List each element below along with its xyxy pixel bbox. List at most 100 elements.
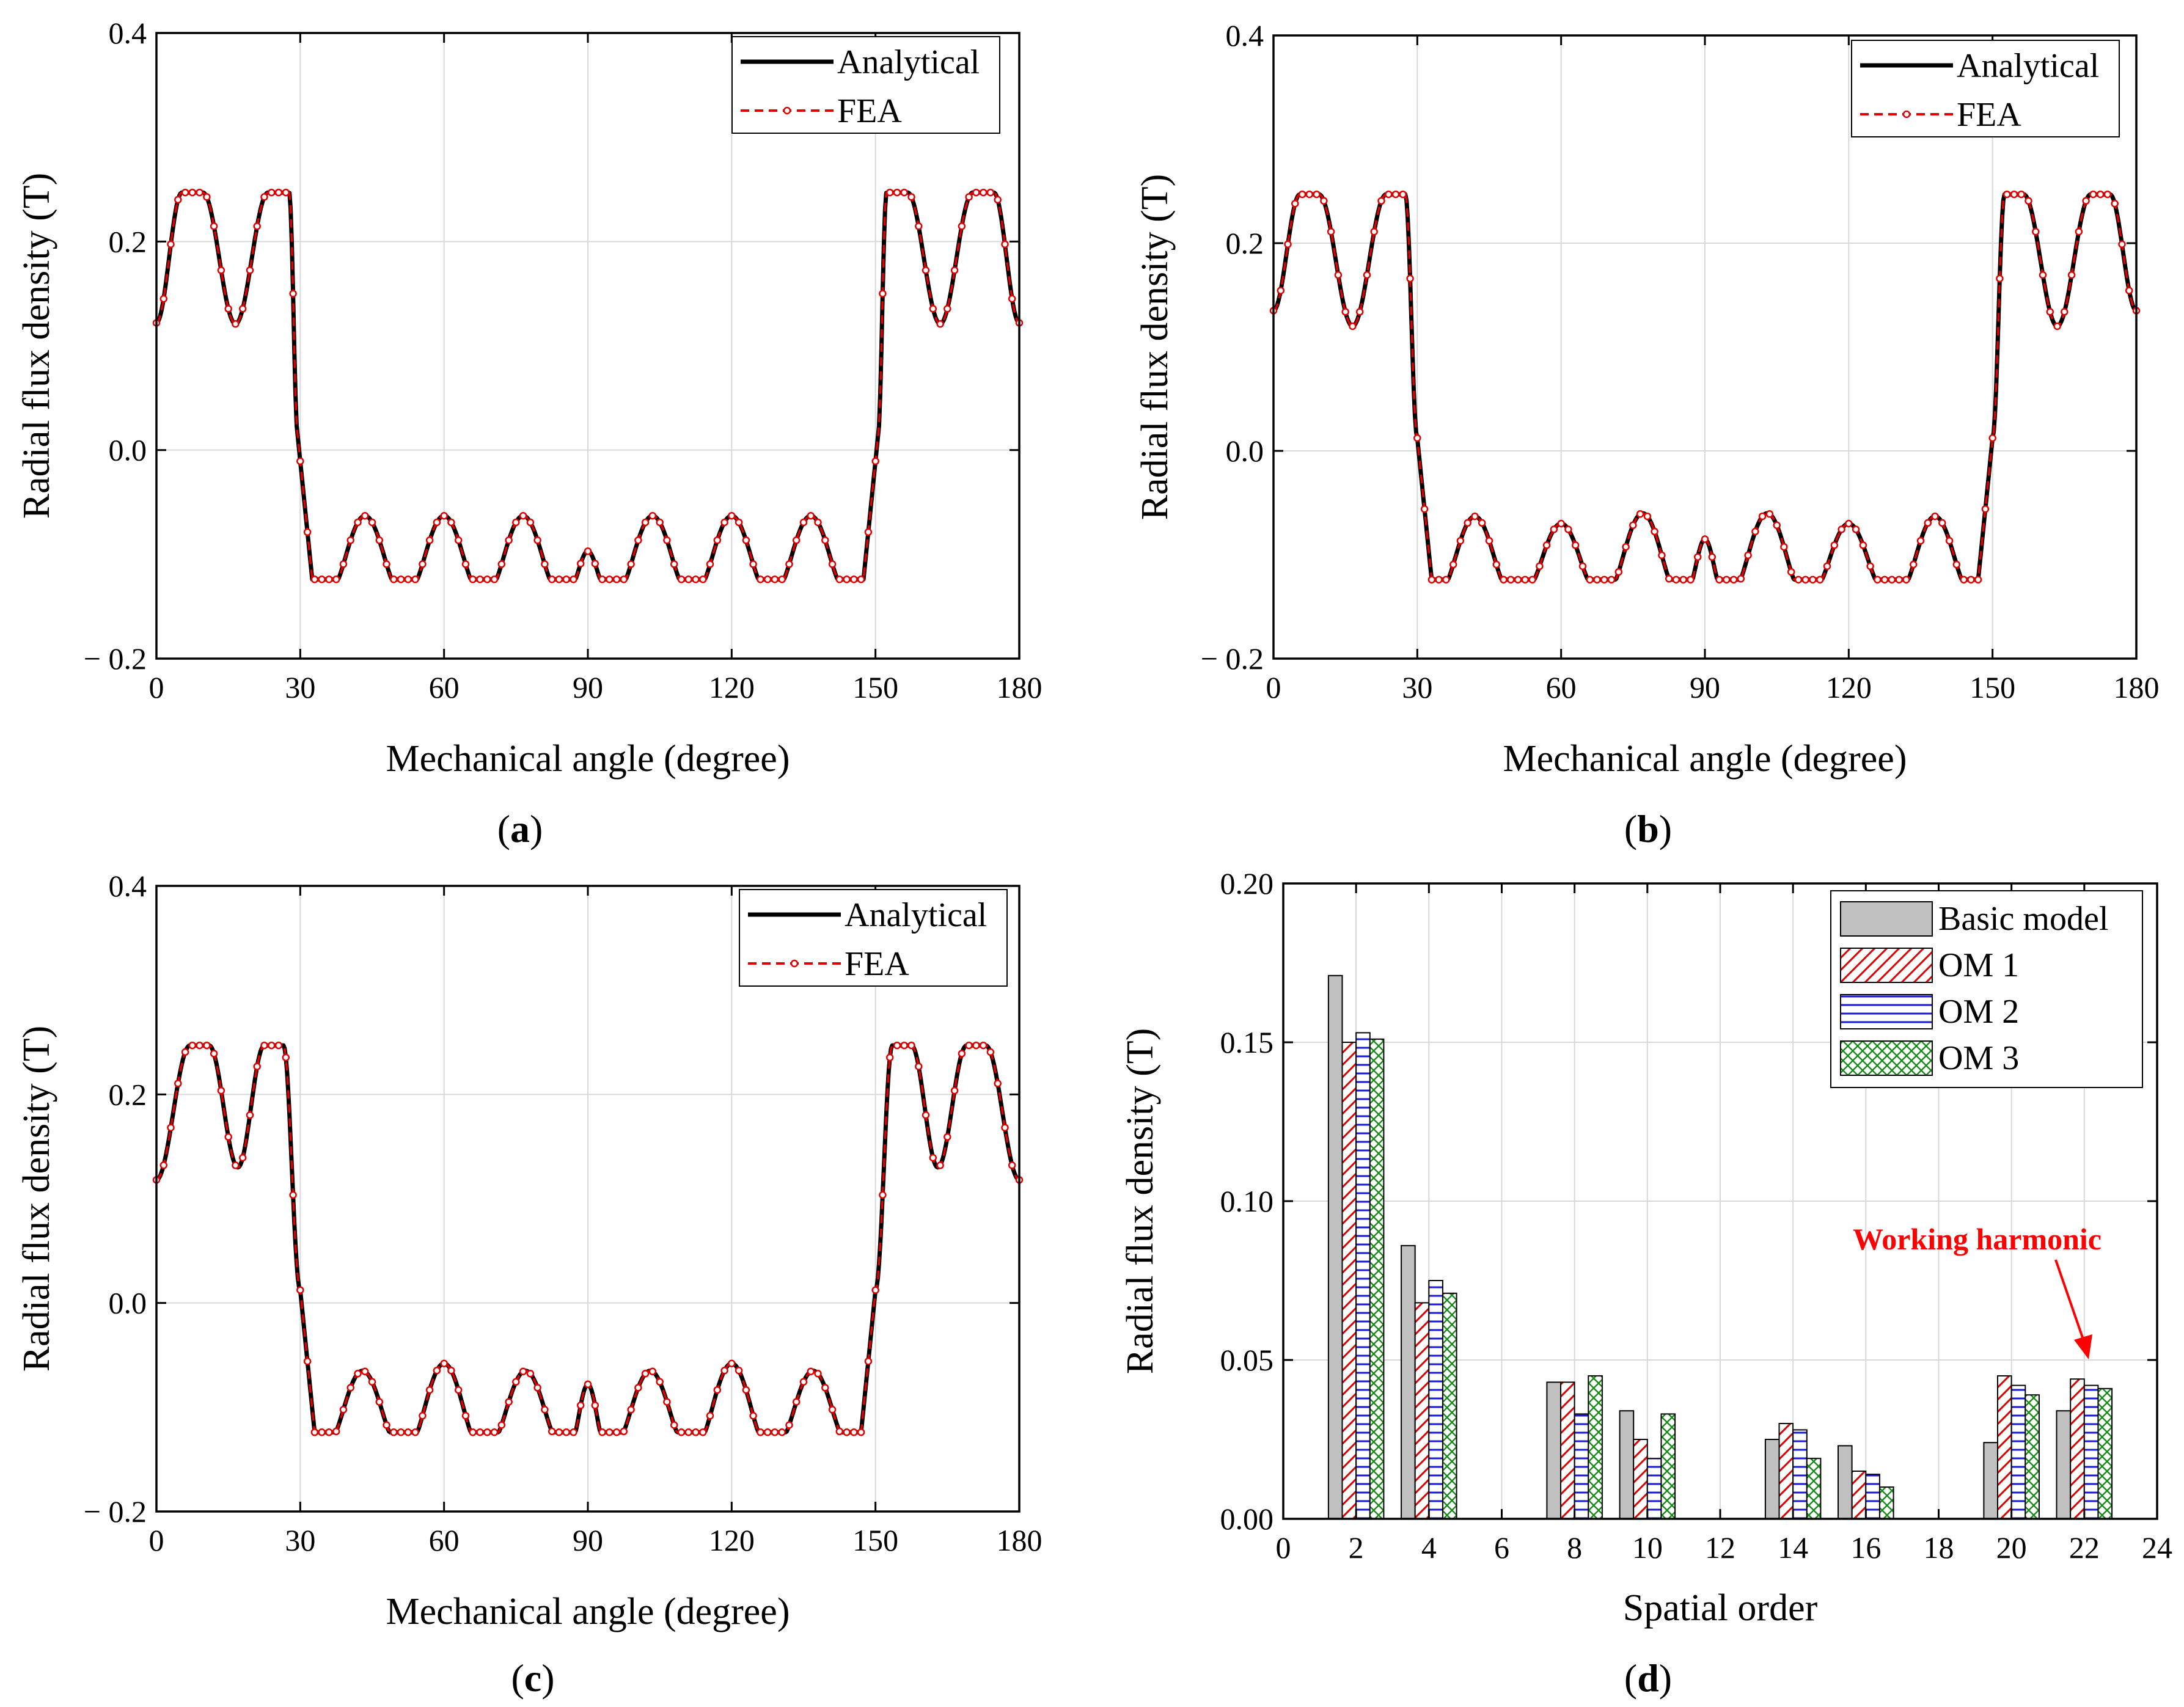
fea-marker — [879, 1191, 887, 1199]
fea-marker — [512, 1378, 520, 1386]
y-tick-label: 0.15 — [1220, 1025, 1274, 1059]
fea-marker — [785, 560, 793, 568]
fea-marker — [2082, 197, 2090, 205]
ticks-b: 0 30 60 90 120 150 180 − 0.2 0.0 0.2 0.4 — [1201, 18, 2160, 704]
legend-label-om1: OM 1 — [1938, 946, 2019, 984]
fea-marker — [318, 576, 326, 583]
legend-d: Basic model OM 1 OM 2 OM 3 — [1830, 890, 2143, 1088]
fea-marker — [1687, 576, 1695, 584]
fea-marker — [174, 196, 182, 204]
fea-marker — [742, 1386, 750, 1394]
fea-marker — [850, 1428, 858, 1436]
fea-marker — [634, 536, 642, 544]
fea-marker — [950, 266, 959, 274]
fea-marker — [684, 576, 692, 583]
fea-marker — [1708, 553, 1717, 561]
fea-marker — [469, 576, 477, 583]
bar-om2 — [2083, 1384, 2099, 1520]
fea-marker — [440, 1359, 448, 1367]
fea-marker — [900, 1041, 908, 1050]
fea-marker — [778, 576, 786, 583]
fea-marker — [958, 222, 966, 230]
fea-marker — [1442, 576, 1450, 584]
fea-marker — [203, 193, 211, 201]
fea-marker — [771, 1428, 779, 1436]
fea-marker — [1593, 576, 1601, 584]
fea-marker — [2096, 190, 2105, 199]
fea-marker — [282, 188, 290, 197]
fea-marker — [274, 1041, 283, 1050]
fea-marker — [268, 188, 276, 197]
x-tick-label: 0 — [149, 1523, 164, 1557]
y-axis-title-b: Radial flux density (T) — [1134, 174, 1176, 520]
fea-marker — [871, 1286, 879, 1294]
bar-om2 — [1792, 1429, 1808, 1519]
fea-marker — [735, 1367, 743, 1375]
fea-marker — [2053, 322, 2061, 331]
fea-marker — [346, 536, 354, 544]
ticks-c: 0 30 60 90 120 150 180 − 0.2 0.0 0.2 0.4 — [84, 869, 1043, 1557]
fea-marker — [1614, 568, 1623, 576]
fea-marker — [929, 305, 937, 313]
y-tick-label: − 0.2 — [84, 641, 147, 676]
fea-marker — [512, 518, 520, 527]
fea-marker — [505, 1398, 513, 1406]
fea-marker — [1564, 525, 1572, 533]
fea-marker — [461, 560, 470, 568]
bar-om2 — [1355, 1032, 1371, 1519]
fea-marker — [606, 576, 614, 583]
x-tick-label: 60 — [1546, 670, 1577, 704]
fea-marker — [1355, 308, 1364, 316]
fea-marker — [1456, 536, 1465, 545]
fea-marker — [217, 1086, 225, 1095]
panel-b: 0 30 60 90 120 150 180 − 0.2 0.0 0.2 0.4 Mechanica… — [1134, 18, 2160, 850]
bar-basic-model — [1983, 1442, 1998, 1519]
fea-marker — [1377, 197, 1385, 205]
fea-marker — [1478, 519, 1486, 527]
fea-marker — [785, 1421, 793, 1429]
caption-a: (a) — [497, 807, 543, 850]
legend-box-c — [739, 889, 1008, 987]
x-axis-title-d: Spatial order — [1623, 1587, 1818, 1629]
fea-marker — [2039, 271, 2047, 279]
fea-marker — [720, 518, 728, 527]
fea-marker — [238, 1153, 247, 1162]
fea-marker — [526, 1370, 535, 1378]
fea-marker — [253, 1062, 261, 1070]
bar-om3 — [1442, 1292, 1457, 1520]
legend-a: Analytical FEA — [731, 36, 1000, 134]
fea-marker — [1636, 510, 1644, 518]
bar-om3 — [1588, 1375, 1603, 1519]
fea-marker — [368, 1378, 376, 1386]
fea-marker — [648, 1367, 657, 1376]
fea-marker — [706, 1412, 714, 1420]
caption-c-letter: c — [524, 1656, 541, 1700]
fea-marker — [361, 511, 369, 520]
bar-om3 — [2097, 1387, 2113, 1520]
fea-marker — [404, 1428, 412, 1436]
x-tick-label: 90 — [573, 670, 603, 704]
legend-swatch-om1 — [1840, 948, 1933, 983]
legend-swatch-basic — [1840, 901, 1933, 937]
fea-marker — [1284, 240, 1292, 249]
fea-marker — [447, 1367, 455, 1375]
fea-marker — [167, 240, 175, 249]
fea-marker — [864, 528, 873, 536]
fea-marker — [627, 560, 635, 568]
fea-marker — [541, 1406, 549, 1414]
x-tick-label: 24 — [2142, 1530, 2172, 1565]
fea-marker — [994, 1080, 1002, 1087]
caption-b-open: ( — [1624, 807, 1637, 850]
fea-marker — [720, 1367, 728, 1375]
fea-marker — [2118, 240, 2126, 249]
fea-marker — [476, 1428, 484, 1436]
fea-marker — [289, 1191, 297, 1199]
fea-marker — [692, 576, 700, 583]
fea-marker — [274, 188, 283, 197]
fea-marker — [620, 1427, 628, 1436]
fea-marker — [1967, 576, 1975, 584]
y-tick-label: − 0.2 — [84, 1494, 147, 1529]
x-axis-title-a: Mechanical angle (degree) — [386, 738, 790, 780]
x-tick-label: 90 — [1690, 670, 1720, 704]
fea-marker — [1672, 576, 1680, 584]
